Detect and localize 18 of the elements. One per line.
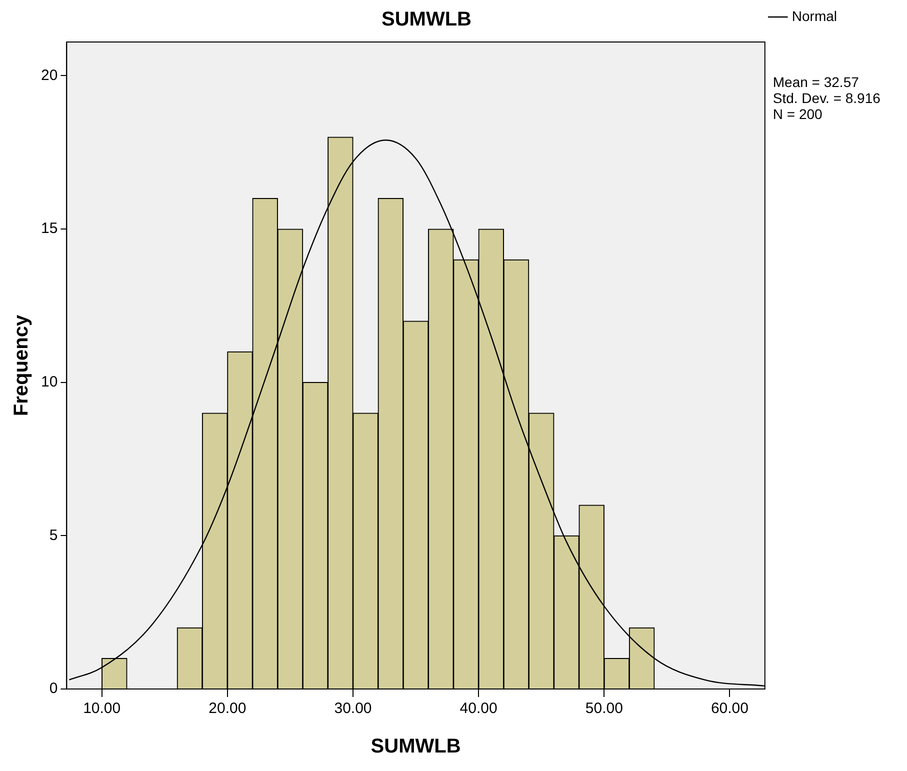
y-tick-label: 15 bbox=[40, 220, 58, 238]
y-axis-title: Frequency bbox=[10, 314, 33, 416]
text: N = 200 bbox=[772, 106, 823, 122]
x-tick-label: 50.00 bbox=[585, 700, 623, 718]
x-axis-title: SUMWLB bbox=[370, 736, 461, 758]
chart-title: SUMWLB bbox=[382, 8, 472, 31]
y-tick-label: 20 bbox=[40, 66, 58, 84]
text: Mean = 32.57 bbox=[772, 74, 860, 90]
x-tick-label: 10.00 bbox=[83, 700, 121, 718]
legend-label: Normal bbox=[792, 8, 838, 24]
x-tick-label: 40.00 bbox=[460, 700, 498, 718]
x-tick-label: 60.00 bbox=[710, 700, 748, 718]
y-tick-label: 5 bbox=[49, 526, 58, 544]
y-tick-label: 10 bbox=[40, 374, 58, 391]
y-tick-label: 0 bbox=[49, 680, 58, 698]
x-tick-label: 30.00 bbox=[334, 700, 372, 718]
x-tick-label: 20.00 bbox=[208, 700, 246, 718]
text: Std. Dev. = 8.916 bbox=[772, 90, 881, 106]
